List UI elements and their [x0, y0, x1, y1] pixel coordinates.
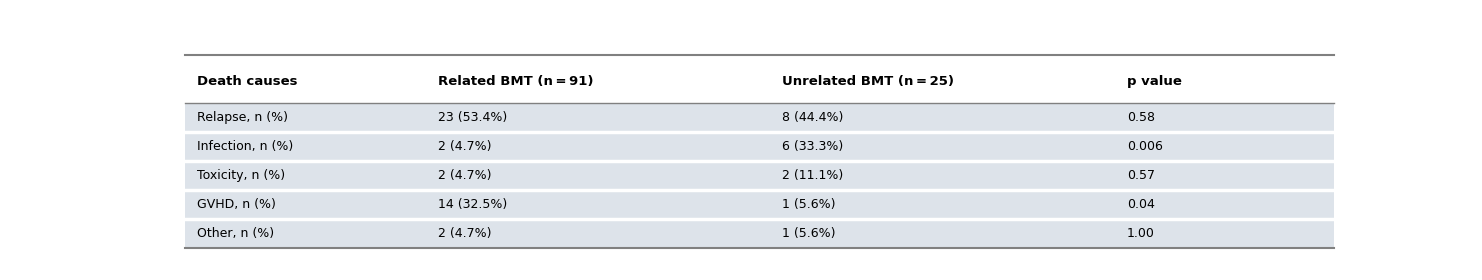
Text: GVHD, n (%): GVHD, n (%)	[197, 198, 276, 211]
Text: 2 (4.7%): 2 (4.7%)	[439, 169, 492, 182]
Text: 0.58: 0.58	[1126, 111, 1154, 124]
Text: 2 (4.7%): 2 (4.7%)	[439, 227, 492, 240]
Text: Unrelated BMT (n = 25): Unrelated BMT (n = 25)	[782, 74, 954, 88]
Text: Relapse, n (%): Relapse, n (%)	[197, 111, 288, 124]
Text: 2 (4.7%): 2 (4.7%)	[439, 140, 492, 153]
Text: 6 (33.3%): 6 (33.3%)	[782, 140, 843, 153]
Text: 14 (32.5%): 14 (32.5%)	[439, 198, 507, 211]
Text: Other, n (%): Other, n (%)	[197, 227, 274, 240]
Text: Death causes: Death causes	[197, 74, 298, 88]
Bar	[185, 190, 1334, 219]
Text: Toxicity, n (%): Toxicity, n (%)	[197, 169, 285, 182]
Text: 2 (11.1%): 2 (11.1%)	[782, 169, 843, 182]
Text: 0.04: 0.04	[1126, 198, 1154, 211]
Text: 0.006: 0.006	[1126, 140, 1163, 153]
Bar	[185, 161, 1334, 190]
Bar	[185, 132, 1334, 161]
Text: 1.00: 1.00	[1126, 227, 1154, 240]
Bar	[185, 219, 1334, 248]
Text: 1 (5.6%): 1 (5.6%)	[782, 227, 836, 240]
Text: 1 (5.6%): 1 (5.6%)	[782, 198, 836, 211]
Text: Infection, n (%): Infection, n (%)	[197, 140, 293, 153]
Text: 23 (53.4%): 23 (53.4%)	[439, 111, 507, 124]
Text: Related BMT (n = 91): Related BMT (n = 91)	[439, 74, 593, 88]
Text: 8 (44.4%): 8 (44.4%)	[782, 111, 843, 124]
Text: p value: p value	[1126, 74, 1183, 88]
Bar	[185, 102, 1334, 132]
Text: 0.57: 0.57	[1126, 169, 1154, 182]
